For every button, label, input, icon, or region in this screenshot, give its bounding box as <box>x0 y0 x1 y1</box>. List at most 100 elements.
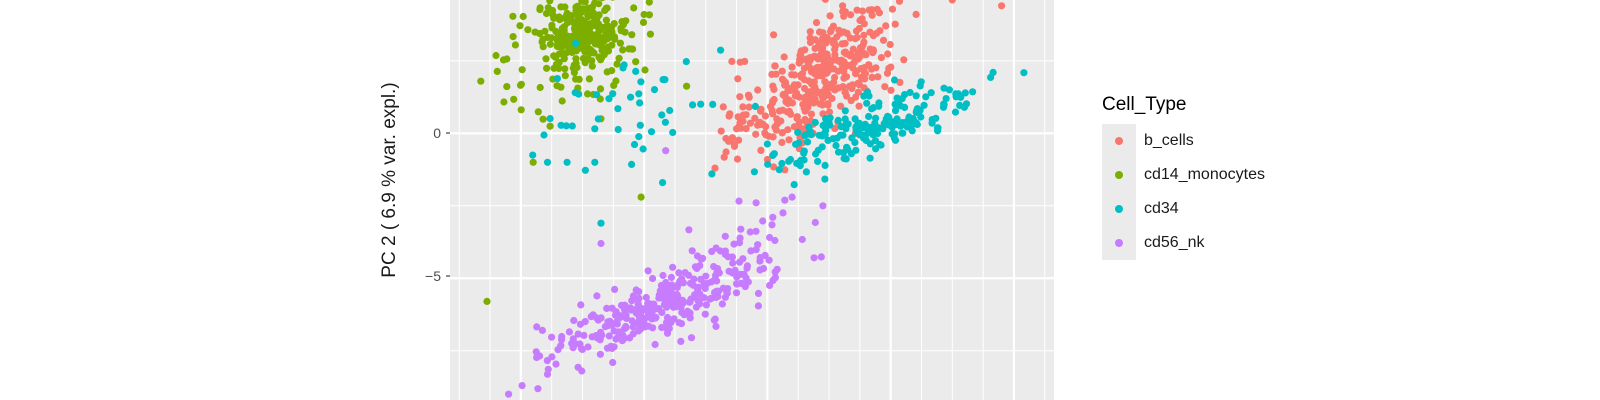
point-b-cells <box>811 44 819 53</box>
point-cd14-monocytes <box>579 28 587 36</box>
point-cd56-nk <box>667 273 676 281</box>
point-cd14-monocytes <box>593 36 602 45</box>
point-cd14-monocytes <box>565 42 573 50</box>
point-cd56-nk <box>685 226 693 234</box>
point-cd14-monocytes <box>500 98 508 106</box>
point-b-cells <box>828 94 836 103</box>
point-b-cells <box>736 93 744 101</box>
point-b-cells <box>791 71 799 79</box>
point-cd56-nk <box>635 294 643 302</box>
point-b-cells <box>778 67 786 75</box>
point-b-cells <box>869 47 878 55</box>
point-cd14-monocytes <box>561 3 569 11</box>
point-cd56-nk <box>781 196 789 204</box>
point-cd56-nk <box>587 313 595 321</box>
point-cd56-nk <box>685 271 693 279</box>
gridlines <box>450 0 1054 400</box>
data-points <box>477 0 1028 398</box>
point-cd56-nk <box>596 350 605 358</box>
point-cd34 <box>872 114 880 122</box>
point-b-cells <box>830 39 839 47</box>
legend-title: Cell_Type <box>1102 94 1187 115</box>
point-cd56-nk <box>679 279 688 287</box>
point-cd56-nk <box>686 314 694 322</box>
point-cd34 <box>659 76 667 84</box>
point-cd56-nk <box>729 259 737 267</box>
point-cd14-monocytes <box>511 41 519 49</box>
point-cd14-monocytes <box>583 41 591 49</box>
point-cd14-monocytes <box>492 51 500 60</box>
point-cd34 <box>591 158 599 166</box>
point-cd34 <box>581 166 590 174</box>
point-cd14-monocytes <box>619 46 627 54</box>
point-cd56-nk <box>711 288 719 297</box>
point-b-cells <box>801 84 809 93</box>
point-cd14-monocytes <box>546 122 554 130</box>
point-cd56-nk <box>576 320 585 328</box>
point-cd34 <box>903 117 911 126</box>
point-cd34 <box>868 105 876 113</box>
point-cd56-nk <box>759 217 767 225</box>
point-cd56-nk <box>662 278 670 287</box>
point-cd34 <box>812 150 820 158</box>
point-cd34 <box>834 148 843 156</box>
point-cd56-nk <box>688 247 696 255</box>
legend-dot-icon <box>1115 205 1123 213</box>
point-cd14-monocytes <box>579 54 588 63</box>
point-cd14-monocytes <box>581 0 589 6</box>
legend-label: cd56_nk <box>1144 234 1205 251</box>
point-cd34 <box>575 90 583 98</box>
point-cd56-nk <box>644 299 652 307</box>
point-cd56-nk <box>505 390 513 398</box>
point-cd34 <box>540 131 548 139</box>
legend-dot-icon <box>1115 239 1123 247</box>
point-cd56-nk <box>642 293 650 302</box>
point-cd56-nk <box>712 244 720 252</box>
point-cd56-nk <box>710 316 718 324</box>
point-cd14-monocytes <box>584 12 593 21</box>
point-b-cells <box>742 125 750 133</box>
point-cd56-nk <box>760 264 768 273</box>
point-cd14-monocytes <box>599 0 606 2</box>
point-cd56-nk <box>668 281 676 289</box>
point-cd34 <box>803 138 812 146</box>
point-cd34 <box>875 102 883 110</box>
point-cd56-nk <box>687 334 696 342</box>
point-cd34 <box>697 100 705 108</box>
point-cd34 <box>928 116 936 124</box>
point-b-cells <box>846 34 854 42</box>
point-b-cells <box>734 75 742 83</box>
point-cd56-nk <box>644 322 653 330</box>
point-b-cells <box>801 46 809 54</box>
point-cd56-nk <box>656 287 664 295</box>
point-cd56-nk <box>626 334 634 342</box>
point-cd56-nk <box>651 340 659 349</box>
point-b-cells <box>739 117 747 125</box>
point-cd34 <box>609 90 617 98</box>
point-b-cells <box>842 50 850 58</box>
point-cd56-nk <box>737 225 745 233</box>
legend-key <box>1102 158 1136 192</box>
point-b-cells <box>812 19 821 27</box>
point-cd56-nk <box>747 247 755 255</box>
point-cd34 <box>572 39 580 47</box>
point-b-cells <box>855 102 863 110</box>
point-cd14-monocytes <box>567 15 575 23</box>
point-cd14-monocytes <box>578 18 586 26</box>
point-cd34 <box>848 134 856 142</box>
point-cd14-monocytes <box>646 30 655 38</box>
point-cd34 <box>620 61 628 69</box>
point-cd14-monocytes <box>550 64 558 72</box>
point-cd34 <box>891 136 900 144</box>
point-cd34 <box>942 95 950 103</box>
point-b-cells <box>786 85 794 93</box>
point-cd56-nk <box>725 267 733 275</box>
point-b-cells <box>839 7 847 15</box>
point-cd56-nk <box>779 209 787 217</box>
point-b-cells <box>859 41 867 49</box>
point-cd56-nk <box>584 343 592 351</box>
point-cd34 <box>661 118 670 126</box>
point-cd34 <box>811 118 819 127</box>
point-cd14-monocytes <box>542 55 550 63</box>
point-cd14-monocytes <box>588 3 597 11</box>
